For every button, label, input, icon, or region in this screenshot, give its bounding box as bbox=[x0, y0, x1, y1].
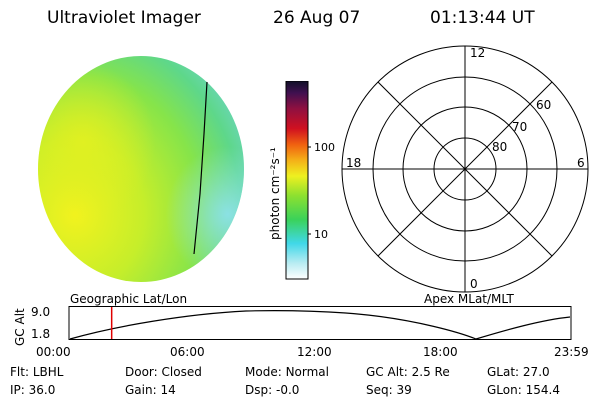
polar-label-18: 18 bbox=[346, 156, 362, 170]
status-filter-value: LBHL bbox=[32, 365, 64, 379]
colorbar bbox=[285, 81, 311, 280]
colorbar-tick-10: 10 bbox=[314, 228, 328, 241]
status-dsp: Dsp: -0.0 bbox=[245, 383, 299, 397]
status-dsp-label: Dsp: bbox=[245, 383, 273, 397]
status-gain-label: Gain: bbox=[125, 383, 157, 397]
status-gain: Gain: 14 bbox=[125, 383, 176, 397]
altitude-frame bbox=[68, 306, 572, 340]
polar-label-lat-70: 70 bbox=[512, 120, 528, 134]
polar-label-0: 0 bbox=[470, 277, 478, 291]
altitude-x-tick-2: 12:00 bbox=[297, 345, 332, 359]
altitude-y-bottom: 1.8 bbox=[31, 327, 51, 341]
status-door: Door: Closed bbox=[125, 365, 202, 379]
status-seq-label: Seq: bbox=[366, 383, 393, 397]
polar-label-lat-80: 80 bbox=[492, 140, 508, 154]
status-gc-alt: GC Alt: 2.5 Re bbox=[366, 365, 450, 379]
projection-geographic-label: Geographic Lat/Lon bbox=[70, 292, 188, 306]
polar-label-12: 12 bbox=[470, 46, 486, 60]
colorbar-scale bbox=[285, 81, 309, 280]
status-mode-label: Mode: bbox=[245, 365, 282, 379]
altitude-plot bbox=[68, 306, 572, 340]
instrument-title: Ultraviolet Imager bbox=[47, 8, 201, 28]
altitude-y-top: 9.0 bbox=[31, 305, 51, 319]
status-door-label: Door: bbox=[125, 365, 158, 379]
status-ip: IP: 36.0 bbox=[10, 383, 55, 397]
observation-time: 01:13:44 UT bbox=[430, 8, 535, 28]
projection-apex-label: Apex MLat/MLT bbox=[424, 292, 514, 306]
status-glat: GLat: 27.0 bbox=[487, 365, 550, 379]
status-glat-value: 27.0 bbox=[522, 365, 550, 379]
status-glon: GLon: 154.4 bbox=[487, 383, 560, 397]
status-glat-label: GLat: bbox=[487, 365, 520, 379]
polar-plot bbox=[341, 45, 589, 293]
status-ip-value: 36.0 bbox=[28, 383, 56, 397]
status-gc-alt-label: GC Alt: bbox=[366, 365, 408, 379]
polar-diagonal-2 bbox=[377, 81, 553, 257]
colorbar-tick-100: 100 bbox=[314, 141, 335, 154]
status-mode-value: Normal bbox=[285, 365, 329, 379]
status-dsp-value: -0.0 bbox=[275, 383, 300, 397]
observation-date: 26 Aug 07 bbox=[273, 8, 361, 28]
status-seq-value: 39 bbox=[396, 383, 412, 397]
altitude-curve bbox=[69, 310, 571, 340]
status-seq: Seq: 39 bbox=[366, 383, 412, 397]
altitude-x-tick-3: 18:00 bbox=[423, 345, 458, 359]
polar-label-6: 6 bbox=[577, 156, 585, 170]
altitude-x-tick-0: 00:00 bbox=[36, 345, 71, 359]
status-glon-label: GLon: bbox=[487, 383, 522, 397]
altitude-ylabel: GC Alt bbox=[13, 308, 27, 346]
status-gc-alt-value: 2.5 Re bbox=[411, 365, 450, 379]
status-glon-value: 154.4 bbox=[525, 383, 560, 397]
altitude-x-tick-1: 06:00 bbox=[170, 345, 205, 359]
colorbar-unit-label: photon cm⁻²s⁻¹ bbox=[268, 147, 282, 240]
status-filter-label: Flt: bbox=[10, 365, 29, 379]
status-gain-value: 14 bbox=[160, 383, 176, 397]
imager-disk bbox=[38, 56, 244, 282]
status-door-value: Closed bbox=[161, 365, 202, 379]
terminator-line bbox=[193, 81, 208, 255]
polar-label-lat-60: 60 bbox=[536, 98, 552, 112]
status-ip-label: IP: bbox=[10, 383, 25, 397]
status-mode: Mode: Normal bbox=[245, 365, 329, 379]
altitude-x-tick-4: 23:59 bbox=[554, 345, 589, 359]
status-filter: Flt: LBHL bbox=[10, 365, 63, 379]
